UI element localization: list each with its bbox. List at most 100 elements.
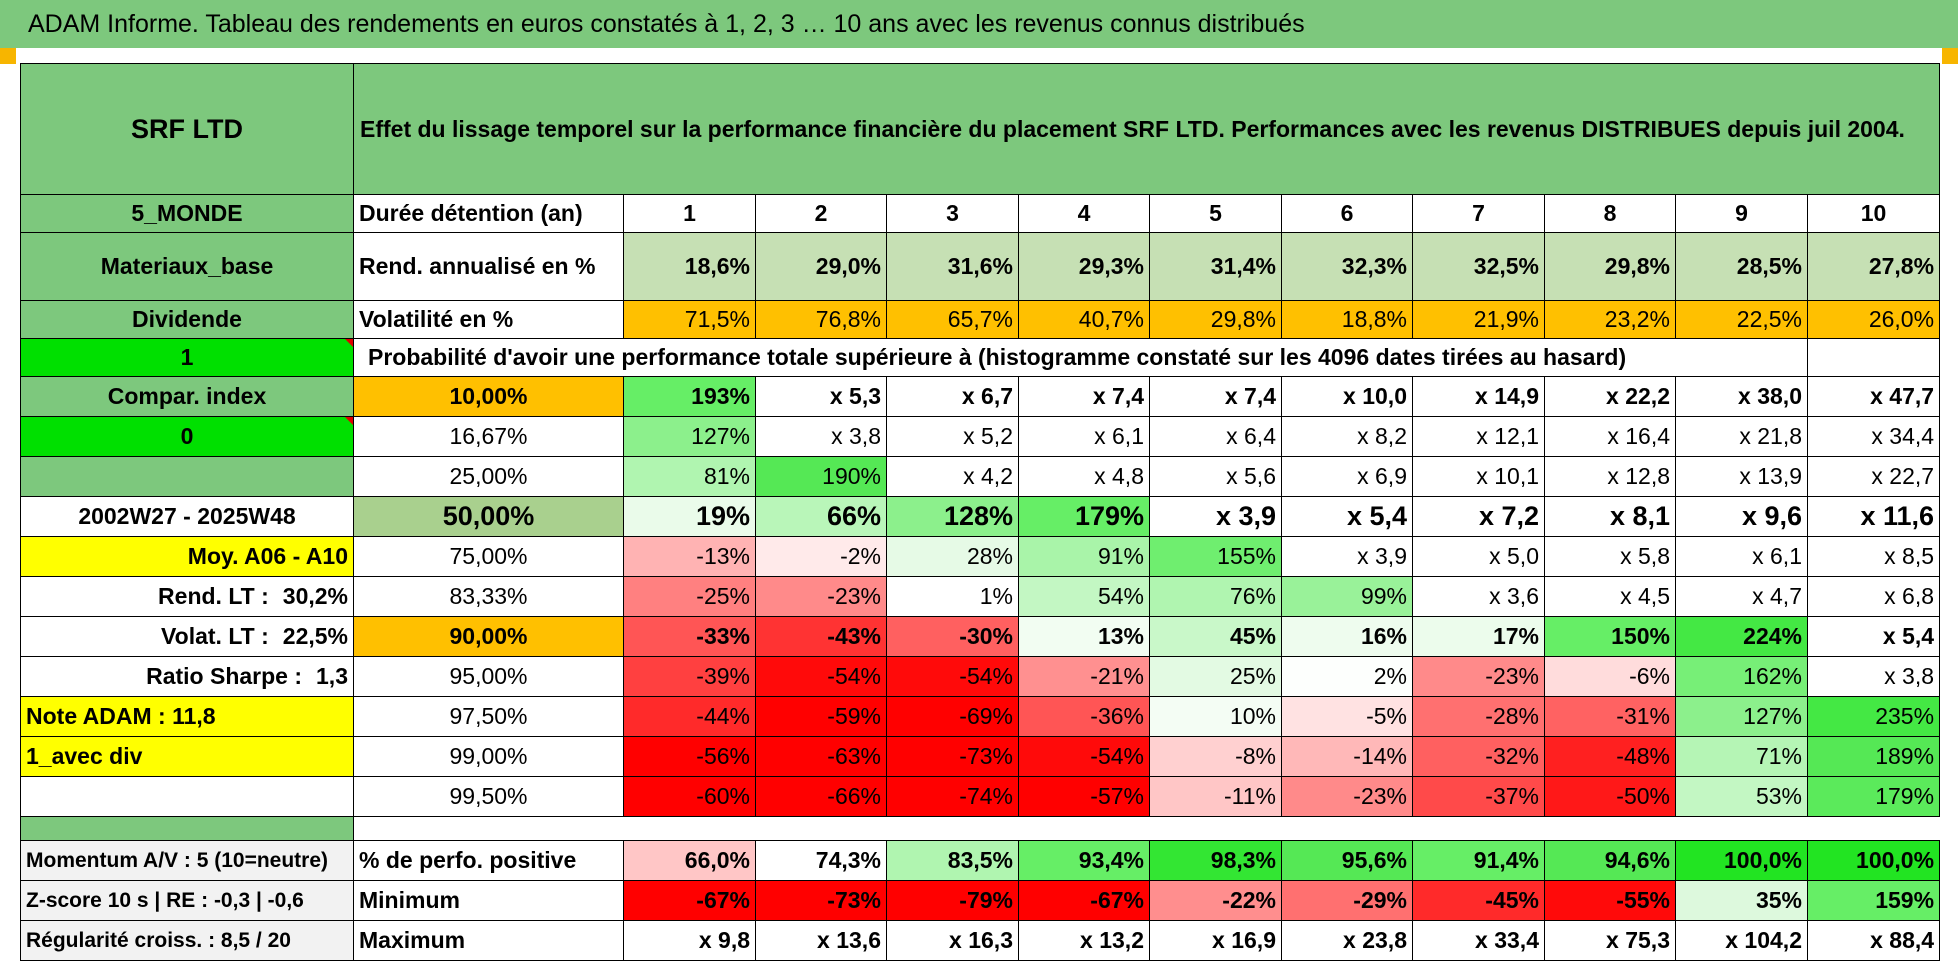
proba-value: x 10,0 <box>1281 376 1413 417</box>
volat-lt-value: 22,5% <box>282 623 348 649</box>
report-title: ADAM Informe. Tableau des rendements en … <box>0 0 1958 48</box>
proba-value: -44% <box>623 696 756 737</box>
positive-value: 66,0% <box>623 840 756 881</box>
proba-value: x 6,8 <box>1806 576 1941 617</box>
proba-value: x 5,4 <box>1281 496 1413 537</box>
proba-value: 162% <box>1675 656 1808 697</box>
proba-value: 150% <box>1544 616 1676 657</box>
selector-1[interactable]: 1 <box>20 338 354 377</box>
rend-value: 29,0% <box>755 232 887 301</box>
proba-value: 76% <box>1149 576 1282 617</box>
sharpe-ratio-value: 1,3 <box>316 663 348 689</box>
positive-left-info: Momentum A/V : 5 (10=neutre) <box>20 840 354 881</box>
proba-value: -69% <box>886 696 1019 737</box>
corner-marker-left <box>0 48 16 64</box>
proba-value: 179% <box>1806 776 1941 817</box>
spacer-green <box>20 816 354 841</box>
proba-value: x 8,5 <box>1806 536 1941 577</box>
sector-label: Materiaux_base <box>20 232 354 301</box>
blank-cell <box>1806 338 1941 377</box>
proba-value: x 3,8 <box>755 416 887 457</box>
proba-value: 91% <box>1018 536 1150 577</box>
proba-value: x 47,7 <box>1806 376 1941 417</box>
proba-value: x 14,9 <box>1412 376 1545 417</box>
positive-value: 93,4% <box>1018 840 1150 881</box>
proba-value: x 22,2 <box>1544 376 1676 417</box>
proba-value: 66% <box>755 496 887 537</box>
proba-value: 25% <box>1149 656 1282 697</box>
proba-value: 71% <box>1675 736 1808 777</box>
proba-value: x 3,9 <box>1281 536 1413 577</box>
minimum-value: -67% <box>623 880 756 921</box>
sharpe-ratio: Ratio Sharpe : 1,3 <box>20 656 354 697</box>
maximum-label: Maximum <box>353 920 624 961</box>
minimum-label: Minimum <box>353 880 624 921</box>
volat-value: 26,0% <box>1806 300 1941 339</box>
threshold-pct: 50,00% <box>353 496 624 537</box>
proba-value: x 11,6 <box>1806 496 1941 537</box>
rend-value: 31,4% <box>1149 232 1282 301</box>
positive-label: % de perfo. positive <box>353 840 624 881</box>
proba-value: x 3,8 <box>1806 656 1941 697</box>
proba-value: -73% <box>886 736 1019 777</box>
proba-value: -74% <box>886 776 1019 817</box>
positive-value: 91,4% <box>1412 840 1545 881</box>
proba-value: 190% <box>755 456 887 497</box>
compar-label: Compar. index <box>20 376 354 417</box>
year-header: 3 <box>886 194 1019 233</box>
spacer-blank <box>352 816 1940 841</box>
proba-value: 81% <box>623 456 756 497</box>
proba-value: 155% <box>1149 536 1282 577</box>
proba-value: -25% <box>623 576 756 617</box>
proba-value: -37% <box>1412 776 1545 817</box>
volat-value: 65,7% <box>886 300 1019 339</box>
proba-value: 127% <box>623 416 756 457</box>
proba-value: -23% <box>1412 656 1545 697</box>
proba-value: -23% <box>1281 776 1413 817</box>
volat-value: 23,2% <box>1544 300 1676 339</box>
year-header: 4 <box>1018 194 1150 233</box>
proba-value: x 10,1 <box>1412 456 1545 497</box>
proba-value: x 12,8 <box>1544 456 1676 497</box>
year-header: 1 <box>623 194 756 233</box>
proba-value: -48% <box>1544 736 1676 777</box>
proba-value: -60% <box>623 776 756 817</box>
proba-value: -8% <box>1149 736 1282 777</box>
proba-value: -54% <box>1018 736 1150 777</box>
proba-value: -11% <box>1149 776 1282 817</box>
fund-name: SRF LTD <box>20 63 354 195</box>
selector-2[interactable]: 0 <box>20 416 354 457</box>
duree-label: Durée détention (an) <box>353 194 624 233</box>
period-label: 2002W27 - 2025W48 <box>20 496 354 537</box>
proba-value: x 34,4 <box>1806 416 1941 457</box>
proba-value: -57% <box>1018 776 1150 817</box>
proba-value: 19% <box>623 496 756 537</box>
proba-value: 1% <box>886 576 1019 617</box>
volat-value: 22,5% <box>1675 300 1808 339</box>
proba-value: x 9,6 <box>1675 496 1808 537</box>
proba-value: -63% <box>755 736 887 777</box>
minimum-value: 159% <box>1806 880 1941 921</box>
proba-value: 10% <box>1149 696 1282 737</box>
rend-value: 18,6% <box>623 232 756 301</box>
maximum-left-info: Régularité croiss. : 8,5 / 20 <box>20 920 354 961</box>
proba-value: 2% <box>1281 656 1413 697</box>
proba-value: -59% <box>755 696 887 737</box>
threshold-pct: 25,00% <box>353 456 624 497</box>
proba-value: x 6,1 <box>1018 416 1150 457</box>
maximum-value: x 13,6 <box>755 920 887 961</box>
threshold-pct: 16,67% <box>353 416 624 457</box>
proba-value: 193% <box>623 376 756 417</box>
maximum-value: x 9,8 <box>623 920 756 961</box>
volat-lt: Volat. LT : 22,5% <box>20 616 354 657</box>
positive-value: 98,3% <box>1149 840 1282 881</box>
volat-value: 71,5% <box>623 300 756 339</box>
minimum-value: 35% <box>1675 880 1808 921</box>
sharpe-ratio-label: Ratio Sharpe : <box>146 663 303 689</box>
minimum-value: -79% <box>886 880 1019 921</box>
proba-value: -31% <box>1544 696 1676 737</box>
positive-value: 83,5% <box>886 840 1019 881</box>
rend-label: Rend. annualisé en % <box>353 232 624 301</box>
year-header: 10 <box>1806 194 1941 233</box>
proba-value: x 13,9 <box>1675 456 1808 497</box>
